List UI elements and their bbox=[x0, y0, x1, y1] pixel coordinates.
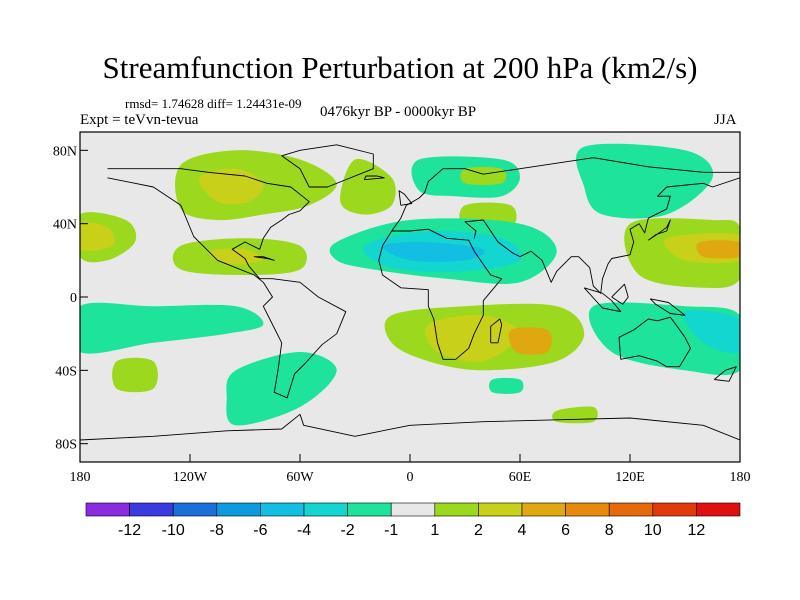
contour-region-25 bbox=[489, 377, 524, 394]
x-tick-label: 0 bbox=[407, 470, 414, 485]
contour-region-1 bbox=[198, 168, 264, 205]
coastline-1 bbox=[281, 144, 374, 188]
contour-region-4 bbox=[460, 166, 507, 186]
colorbar-swatch bbox=[521, 502, 566, 517]
y-tick-label: 80N bbox=[53, 144, 77, 159]
y-axis-ticks: 80N 40N 0 40S 80S bbox=[53, 144, 88, 453]
colorbar-label: 1 bbox=[430, 522, 439, 539]
contour-fills bbox=[80, 143, 740, 426]
contour-region-24 bbox=[683, 310, 740, 354]
colorbar-label: 6 bbox=[561, 522, 570, 539]
colorbar-swatch bbox=[652, 502, 697, 517]
coastline-2 bbox=[391, 157, 740, 232]
contour-region-11 bbox=[80, 222, 115, 251]
colorbar-label: -6 bbox=[253, 522, 267, 539]
x-tick-label: 60E bbox=[509, 470, 532, 485]
coastline-15 bbox=[253, 256, 275, 261]
colorbar-label: 10 bbox=[644, 522, 662, 539]
coastlines bbox=[80, 144, 740, 441]
colorbar-label: -1 bbox=[384, 522, 398, 539]
contour-region-21 bbox=[226, 352, 337, 426]
colorbar-label: 4 bbox=[518, 522, 527, 539]
colorbar-label: -2 bbox=[340, 522, 354, 539]
season-label: JJA bbox=[714, 112, 737, 128]
coastline-6 bbox=[490, 318, 503, 344]
colorbar-label: 8 bbox=[605, 522, 614, 539]
stats-label: rmsd= 1.74628 diff= 1.24431e-09 bbox=[125, 96, 302, 111]
coastline-12 bbox=[649, 298, 686, 316]
contour-region-17 bbox=[80, 302, 264, 354]
coastline-8 bbox=[648, 219, 671, 241]
contour-region-22 bbox=[112, 357, 158, 393]
colorbar-swatch bbox=[565, 502, 610, 517]
coastline-13 bbox=[714, 366, 737, 382]
coastline-10 bbox=[583, 287, 622, 313]
x-tick-label: 120W bbox=[173, 470, 208, 485]
x-tick-label: 180 bbox=[70, 470, 91, 485]
coastline-7 bbox=[80, 413, 740, 441]
contour-region-20 bbox=[508, 327, 552, 355]
y-tick-label: 80S bbox=[55, 438, 77, 453]
colorbar-label: -4 bbox=[297, 522, 311, 539]
coastline-14 bbox=[363, 175, 385, 181]
colorbar-swatch bbox=[434, 502, 479, 517]
y-tick-label: 0 bbox=[70, 291, 77, 306]
colorbar-swatch bbox=[216, 502, 261, 517]
contour-region-6 bbox=[575, 143, 714, 219]
contour-region-16 bbox=[207, 248, 264, 265]
colorbar: -12 -10 -8 -6 -4 -2 -1 1 2 4 6 8 10 12 bbox=[85, 502, 741, 539]
y-tick-label: 40N bbox=[53, 218, 77, 233]
contour-region-2 bbox=[340, 158, 396, 215]
contour-region-9 bbox=[696, 240, 740, 259]
x-tick-label: 180 bbox=[730, 470, 751, 485]
colorbar-label: -8 bbox=[210, 522, 224, 539]
coastline-0 bbox=[107, 168, 347, 399]
colorbar-swatch bbox=[172, 502, 218, 517]
coastline-9 bbox=[398, 190, 413, 206]
colorbar-swatch bbox=[478, 502, 523, 517]
colorbar-label: -10 bbox=[162, 522, 185, 539]
coastline-4 bbox=[464, 177, 740, 294]
colorbar-label: -12 bbox=[118, 522, 141, 539]
x-axis-ticks: 180 120W 60W 0 60E 120E 180 bbox=[70, 454, 751, 485]
x-tick-label: 120E bbox=[615, 470, 645, 485]
coastline-11 bbox=[611, 283, 629, 305]
coastline-3 bbox=[378, 228, 503, 360]
experiment-label: Expt = teVvn-tevua bbox=[80, 112, 199, 128]
colorbar-swatch bbox=[129, 502, 174, 517]
colorbar-label: 12 bbox=[688, 522, 706, 539]
colorbar-swatch bbox=[608, 502, 654, 517]
colorbar-label: 2 bbox=[474, 522, 483, 539]
period-label: 0476kyr BP - 0000kyr BP bbox=[320, 104, 477, 120]
x-tick-label: 60W bbox=[286, 470, 314, 485]
chart-title: Streamfunction Perturbation at 200 hPa (… bbox=[102, 50, 698, 85]
colorbar-swatch bbox=[85, 502, 130, 517]
contour-region-14 bbox=[382, 241, 485, 262]
colorbar-swatch bbox=[303, 502, 348, 517]
colorbar-swatch bbox=[696, 502, 741, 517]
y-tick-label: 40S bbox=[55, 364, 77, 379]
colorbar-swatch bbox=[260, 502, 305, 517]
colorbar-swatch bbox=[390, 502, 436, 517]
coastline-5 bbox=[618, 316, 691, 368]
colorbar-swatch bbox=[347, 502, 392, 517]
